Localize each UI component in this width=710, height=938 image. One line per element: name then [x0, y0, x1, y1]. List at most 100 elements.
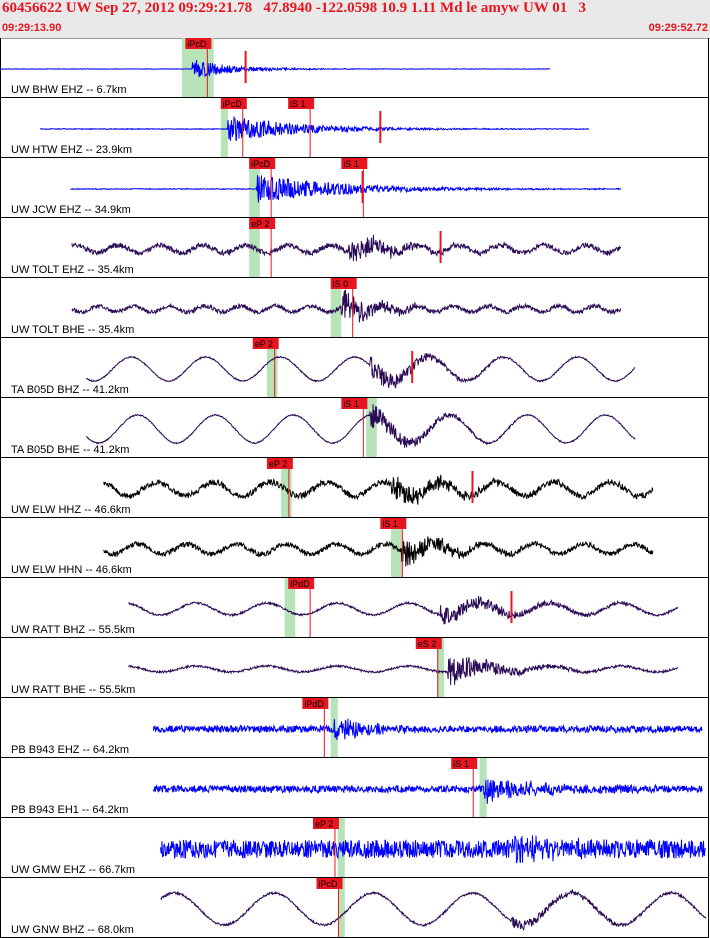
pick-label: iS 1: [343, 399, 359, 409]
pick-label: eP 2: [251, 219, 269, 229]
pick-label: iS 1: [453, 759, 469, 769]
station-label: UW GNW BHZ -- 68.0km: [11, 924, 134, 936]
pick-box[interactable]: [312, 818, 339, 829]
waveform-trace: [128, 657, 679, 685]
trace-plot: iPcD iS 1: [70, 158, 621, 217]
pick-box[interactable]: [341, 398, 368, 409]
pick-box[interactable]: [330, 278, 357, 289]
pick-label: iPcD: [319, 879, 339, 889]
trace-panel[interactable]: iS 1 PB B943 EH1 -- 64.2km: [0, 758, 709, 818]
trace-panel[interactable]: iPcD UW GNW BHZ -- 68.0km: [0, 878, 709, 938]
pick-window-band: [284, 578, 296, 637]
pick-box[interactable]: [266, 458, 293, 469]
waveform-trace: [152, 779, 703, 804]
pick-box[interactable]: [451, 758, 478, 769]
station-label: UW GMW EHZ -- 66.7km: [11, 864, 136, 876]
waveform-trace: [70, 175, 621, 203]
pick-box[interactable]: [249, 158, 276, 169]
trace-panel[interactable]: eP 2 UW ELW HHZ -- 46.6km: [0, 458, 709, 518]
pick-window-band: [366, 398, 377, 457]
pick-box[interactable]: [185, 38, 212, 49]
event-title: 60456622 UW Sep 27, 2012 09:29:21.78 47.…: [2, 0, 587, 16]
event-header: 60456622 UW Sep 27, 2012 09:29:21.78 47.…: [0, 0, 710, 39]
pick-label: iPdD: [304, 699, 324, 709]
station-label: UW ELW HHN -- 46.6km: [11, 564, 132, 576]
pick-label: iS 1: [343, 159, 359, 169]
waveform-trace: [39, 116, 590, 141]
trace-plot: iPdD: [152, 698, 703, 757]
pick-box[interactable]: [220, 98, 247, 109]
station-label: TA B05D BHE -- 41.2km: [11, 444, 130, 456]
trace-plot: iS 0: [71, 278, 621, 337]
trace-plot: iPcD: [160, 878, 707, 937]
pick-label: iPcD: [187, 39, 207, 49]
pick-label: iS 0: [333, 279, 349, 289]
trace-panel[interactable]: iPcD UW BHW EHZ -- 6.7km: [0, 38, 709, 98]
waveform-trace: [152, 718, 703, 741]
trace-panel[interactable]: iPcD iS 1 UW JCW EHZ -- 34.9km: [0, 158, 709, 218]
pick-box[interactable]: [288, 578, 315, 589]
trace-panel[interactable]: iPcD iS 1 UW HTW EHZ -- 23.9km: [0, 98, 709, 158]
waveform-trace: [1, 59, 551, 78]
pick-label: iPcD: [251, 159, 271, 169]
trace-plot: iS 1: [86, 398, 636, 457]
station-label: UW ELW HHZ -- 46.6km: [11, 504, 131, 516]
pick-window-band: [220, 98, 228, 157]
pick-box[interactable]: [302, 698, 329, 709]
trace-panel[interactable]: eP 2 UW TOLT EHZ -- 35.4km: [0, 218, 709, 278]
pick-label: eP 2: [315, 819, 333, 829]
trace-panel[interactable]: iS 0 UW TOLT BHE -- 35.4km: [0, 278, 709, 338]
station-label: UW HTW EHZ -- 23.9km: [11, 144, 132, 156]
pick-window-band: [266, 338, 278, 397]
station-label: PB B943 EHZ -- 64.2km: [11, 744, 129, 756]
pick-label: eS 2: [418, 639, 437, 649]
trace-plot: eP 2: [160, 818, 706, 877]
trace-panel[interactable]: eS 2 UW RATT BHE -- 55.5km: [0, 638, 709, 698]
station-label: TA B05D BHZ -- 41.2km: [11, 384, 129, 396]
waveform-trace: [128, 595, 679, 625]
trace-panel[interactable]: iPdD PB B943 EHZ -- 64.2km: [0, 698, 709, 758]
station-label: UW TOLT BHE -- 35.4km: [11, 324, 135, 336]
trace-panel[interactable]: iS 1 UW ELW HHN -- 46.6km: [0, 518, 709, 578]
pick-box[interactable]: [415, 638, 442, 649]
waveform-trace: [71, 289, 621, 323]
seismogram-panels: iPcD UW BHW EHZ -- 6.7km iPcD iS 1 UW HTW EH…: [0, 38, 710, 938]
pick-label: eP 2: [255, 339, 273, 349]
trace-plot: eP 2: [71, 218, 622, 277]
trace-panel[interactable]: eP 2 TA B05D BHZ -- 41.2km: [0, 338, 709, 398]
pick-window-band: [337, 878, 345, 937]
pick-label: iS 1: [382, 519, 398, 529]
pick-window-band: [437, 638, 445, 697]
waveform-trace: [103, 536, 654, 567]
pick-label: iPdD: [290, 579, 310, 589]
trace-plot: iS 1: [103, 518, 654, 577]
pick-window-band: [281, 458, 292, 517]
waveform-trace: [103, 474, 654, 505]
station-label: UW RATT BHE -- 55.5km: [11, 684, 136, 696]
waveform-trace: [86, 404, 636, 448]
pick-window-band: [249, 158, 260, 217]
pick-box[interactable]: [380, 518, 407, 529]
trace-plot: iPcD: [1, 38, 551, 97]
station-label: PB B943 EH1 -- 64.2km: [11, 804, 129, 816]
station-label: UW JCW EHZ -- 34.9km: [11, 204, 131, 216]
pick-box[interactable]: [341, 158, 368, 169]
trace-panel[interactable]: iS 1 TA B05D BHE -- 41.2km: [0, 398, 709, 458]
trace-plot: eP 2: [85, 338, 636, 397]
pick-box[interactable]: [316, 878, 343, 889]
waveform-trace: [160, 835, 706, 864]
time-end-label: 09:29:52.72: [648, 22, 708, 34]
pick-label: eP 2: [269, 459, 287, 469]
waveform-trace: [160, 888, 707, 931]
pick-label: iS 1: [290, 99, 306, 109]
trace-plot: iPcD iS 1: [39, 98, 590, 157]
trace-plot: eS 2: [128, 638, 679, 697]
pick-box[interactable]: [252, 338, 279, 349]
station-label: UW RATT BHZ -- 55.5km: [11, 624, 135, 636]
pick-box[interactable]: [288, 98, 315, 109]
trace-panel[interactable]: eP 2 UW GMW EHZ -- 66.7km: [0, 818, 709, 878]
trace-panel[interactable]: iPdD UW RATT BHZ -- 55.5km: [0, 578, 709, 638]
trace-plot: eP 2: [103, 458, 654, 517]
time-start-label: 09:29:13.90: [2, 22, 62, 34]
pick-box[interactable]: [249, 218, 276, 229]
